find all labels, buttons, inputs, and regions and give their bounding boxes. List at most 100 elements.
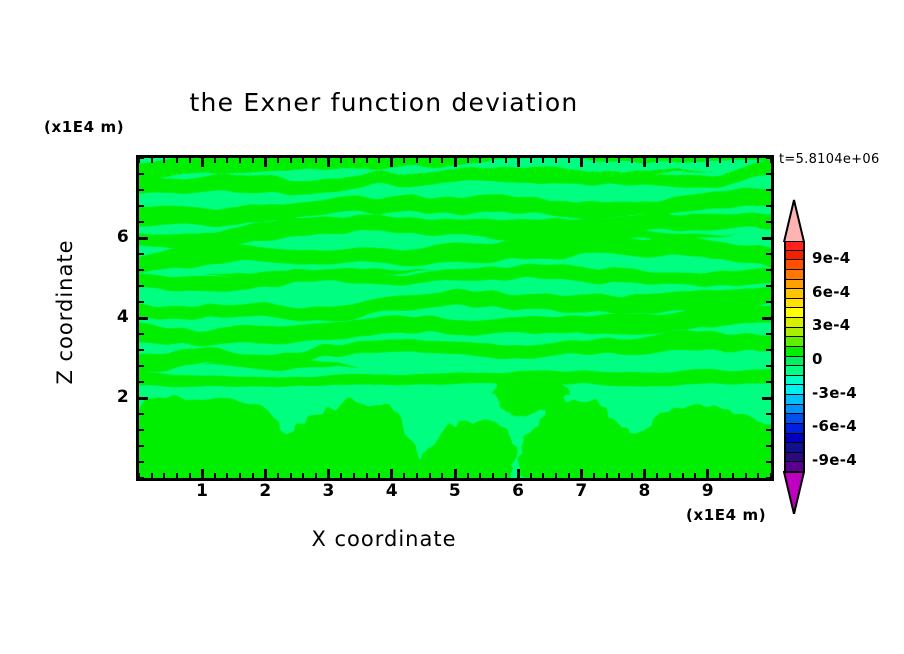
x-axis-tick-bottom [352, 473, 355, 478]
colorbar-band [784, 366, 805, 376]
y-axis-tick-right [762, 396, 771, 400]
y-axis-tick-right [766, 333, 771, 335]
y-axis-tick-right [766, 413, 771, 415]
y-axis-tick-left [139, 381, 144, 383]
x-axis-tick-label: 2 [259, 481, 272, 501]
y-axis-tick-label: 2 [116, 387, 129, 407]
x-axis-tick-bottom [668, 473, 671, 478]
colorbar-band [784, 269, 805, 280]
y-axis-tick-right [762, 236, 771, 240]
x-axis-tick-bottom [466, 473, 469, 478]
x-axis-tick-bottom [314, 473, 317, 478]
y-axis-tick-left [139, 301, 144, 303]
x-axis-tick-bottom [567, 473, 570, 478]
colorbar-band [784, 452, 805, 463]
colorbar-band [784, 260, 805, 270]
colorbar[interactable] [784, 241, 805, 472]
x-axis-tick-label: 4 [385, 481, 398, 501]
x-axis-tick-top [188, 158, 191, 163]
x-axis-tick-top [150, 158, 153, 163]
x-axis-tick-top [757, 158, 760, 163]
y-axis-tick-right [766, 365, 771, 367]
y-axis-tick-left [139, 333, 144, 335]
x-axis-tick-top [327, 158, 331, 167]
x-axis-tick-top [263, 158, 267, 167]
x-axis-tick-top [555, 158, 558, 163]
x-axis-tick-label: 1 [196, 481, 209, 501]
x-axis-tick-bottom [694, 473, 697, 478]
colorbar-band [784, 308, 805, 318]
x-axis-tick-top [618, 158, 621, 163]
x-axis-tick-bottom [656, 473, 659, 478]
x-axis-tick-bottom [479, 473, 482, 478]
x-axis-tick-bottom [277, 473, 280, 478]
x-axis-tick-bottom [504, 473, 507, 478]
colorbar-band [784, 337, 805, 347]
x-axis-tick-bottom [630, 473, 633, 478]
colorbar-band [784, 433, 805, 444]
x-axis-tick-bottom [542, 473, 545, 478]
x-axis-tick-bottom [757, 473, 760, 478]
x-axis-tick-bottom [428, 473, 431, 478]
x-axis-tick-bottom [744, 473, 747, 478]
x-axis-tick-bottom [327, 469, 331, 478]
x-axis-tick-top [491, 158, 494, 163]
x-axis-tick-bottom [390, 469, 394, 478]
colorbar-band [784, 318, 805, 328]
colorbar-band [784, 250, 805, 261]
x-axis-tick-top [579, 158, 583, 167]
colorbar-band [784, 356, 805, 367]
x-axis-tick-bottom [529, 473, 532, 478]
x-axis-tick-top [605, 158, 608, 163]
x-axis-tick-bottom [378, 473, 381, 478]
x-axis-tick-bottom [289, 473, 292, 478]
x-axis-tick-top [694, 158, 697, 163]
y-axis-tick-left [139, 316, 148, 320]
x-axis-tick-top [226, 158, 229, 163]
x-axis-tick-top [630, 158, 633, 163]
x-axis-tick-bottom [555, 473, 558, 478]
colorbar-over-arrow-outline [783, 199, 805, 242]
x-axis-tick-bottom [605, 473, 608, 478]
y-axis-tick-right [766, 477, 771, 479]
y-axis-tick-left [139, 189, 144, 191]
x-axis-tick-bottom [403, 473, 406, 478]
y-axis-tick-right [766, 189, 771, 191]
x-axis-tick-top [340, 158, 343, 163]
x-axis-tick-bottom [150, 473, 153, 478]
x-axis-tick-top [706, 158, 710, 167]
x-axis-tick-bottom [579, 469, 583, 478]
y-axis-tick-left [139, 429, 144, 431]
x-axis-tick-top [516, 158, 520, 167]
y-axis-tick-right [766, 301, 771, 303]
x-axis-tick-top [302, 158, 305, 163]
y-axis-title: Z coordinate [53, 239, 77, 385]
y-axis-tick-left [139, 365, 144, 367]
colorbar-band [784, 279, 805, 290]
x-axis-tick-top [656, 158, 659, 163]
x-axis-tick-bottom [706, 469, 710, 478]
y-axis-tick-left [139, 396, 148, 400]
y-axis-tick-right [766, 429, 771, 431]
x-axis-tick-label: 6 [512, 481, 525, 501]
x-axis-tick-top [453, 158, 457, 167]
x-axis-tick-top [213, 158, 216, 163]
x-axis-tick-top [466, 158, 469, 163]
x-axis-tick-bottom [681, 473, 684, 478]
x-axis-tick-label: 7 [575, 481, 588, 501]
x-axis-tick-bottom [213, 473, 216, 478]
y-axis-tick-left [139, 236, 148, 240]
colorbar-tick-label: 9e-4 [812, 248, 851, 267]
x-axis-tick-top [593, 158, 596, 163]
x-axis-tick-bottom [188, 473, 191, 478]
colorbar-band [784, 289, 805, 299]
x-axis-tick-bottom [453, 469, 457, 478]
x-axis-tick-top [668, 158, 671, 163]
x-axis-tick-label: 3 [322, 481, 335, 501]
x-axis-tick-bottom [516, 469, 520, 478]
time-stamp-label: t=5.8104e+06 [779, 152, 880, 167]
colorbar-band [784, 298, 805, 309]
x-axis-tick-top [416, 158, 419, 163]
x-axis-tick-bottom [175, 473, 178, 478]
y-axis-tick-right [766, 285, 771, 287]
